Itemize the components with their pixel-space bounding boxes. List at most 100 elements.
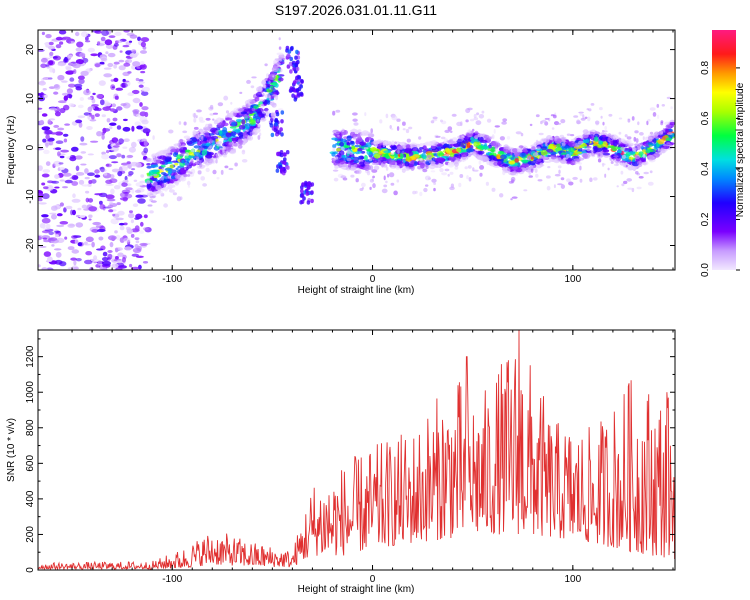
- heatmap-noise-cell: [128, 171, 134, 176]
- heatmap-halo-cell: [473, 113, 477, 119]
- heatmap-halo-cell: [546, 175, 551, 179]
- heatmap-noise-cell: [92, 92, 96, 96]
- heatmap-ridge-cell: [210, 135, 219, 140]
- heatmap-noise-cell: [135, 240, 140, 244]
- heatmap-ridge-cell: [422, 145, 427, 151]
- heatmap-ridge-cell: [336, 148, 341, 152]
- heatmap-noise-cell: [75, 258, 82, 262]
- heatmap-halo-cell: [363, 147, 369, 150]
- heatmap-noise-cell: [63, 58, 69, 63]
- heatmap-ridge-cell: [582, 153, 588, 159]
- heatmap-ridge-cell: [460, 151, 468, 158]
- heatmap-noise-cell: [58, 30, 67, 35]
- heatmap-halo-cell: [425, 164, 429, 170]
- heatmap-halo-cell: [332, 147, 336, 152]
- heatmap-ridge-cell: [489, 154, 496, 161]
- heatmap-streak-cell: [280, 132, 284, 137]
- heatmap-noise-cell: [126, 154, 134, 158]
- heatmap-streak-cell: [300, 188, 304, 194]
- heatmap-halo-cell: [186, 138, 192, 141]
- heatmap-halo-cell: [179, 153, 185, 157]
- heatmap-halo-cell: [271, 115, 276, 119]
- heatmap-ridge-cell: [240, 111, 247, 115]
- heatmap-ridge-cell: [665, 137, 672, 142]
- heatmap-halo-cell: [225, 110, 230, 114]
- heatmap-ridge-cell: [370, 147, 377, 152]
- heatmap-halo-cell: [566, 178, 571, 183]
- heatmap-halo-cell: [195, 161, 200, 165]
- heatmap-noise-cell: [112, 145, 120, 148]
- heatmap-halo-cell: [178, 121, 182, 125]
- heatmap-halo-cell: [272, 75, 275, 78]
- heatmap-halo-cell: [472, 167, 475, 172]
- heatmap-ridge-cell: [331, 137, 338, 141]
- heatmap-noise-cell: [139, 64, 146, 68]
- heatmap-halo-cell: [396, 179, 400, 183]
- heatmap-noise-cell: [117, 171, 123, 177]
- heatmap-halo-cell: [649, 107, 656, 111]
- heatmap-ridge-cell: [179, 175, 186, 182]
- heatmap-noise-cell: [139, 102, 143, 107]
- heatmap-halo-cell: [511, 179, 515, 184]
- heatmap-noise-cell: [81, 31, 88, 38]
- heatmap-halo-cell: [574, 137, 577, 141]
- heatmap-streak-cell: [289, 69, 293, 74]
- heatmap-noise-cell: [43, 251, 52, 257]
- heatmap-noise-cell: [49, 51, 54, 57]
- heatmap-ridge-cell: [375, 140, 383, 144]
- heatmap-noise-cell: [75, 165, 80, 172]
- heatmap-noise-cell: [115, 87, 124, 91]
- heatmap-noise-cell: [79, 215, 86, 218]
- heatmap-noise-cell: [62, 133, 69, 137]
- heatmap-halo-cell: [591, 148, 594, 154]
- heatmap-halo-cell: [493, 129, 496, 134]
- heatmap-halo-cell: [599, 107, 603, 111]
- heatmap-noise-cell: [130, 233, 135, 238]
- heatmap-halo-cell: [557, 183, 563, 186]
- heatmap-noise-cell: [55, 147, 62, 151]
- heatmap-halo-cell: [385, 113, 389, 119]
- heatmap-halo-cell: [385, 180, 388, 184]
- heatmap-halo-cell: [561, 136, 567, 142]
- heatmap-ridge-cell: [516, 162, 521, 168]
- heatmap-noise-cell: [87, 97, 93, 100]
- heatmap-ridge-cell: [249, 99, 256, 105]
- heatmap-ridge-cell: [159, 151, 163, 155]
- heatmap-halo-cell: [560, 119, 566, 124]
- heatmap-halo-cell: [264, 93, 271, 99]
- heatmap-halo-cell: [486, 118, 492, 123]
- heatmap-noise-cell: [42, 237, 48, 240]
- heatmap-noise-cell: [88, 214, 93, 218]
- heatmap-halo-cell: [608, 113, 613, 117]
- heatmap-streak-cell: [288, 61, 293, 67]
- heatmap-halo-cell: [430, 170, 436, 173]
- heatmap-halo-cell: [356, 169, 362, 175]
- heatmap-noise-cell: [111, 103, 117, 108]
- heatmap-ridge-cell: [648, 136, 653, 142]
- heatmap-halo-cell: [332, 130, 337, 134]
- heatmap-halo-cell: [373, 165, 380, 171]
- heatmap-halo-cell: [579, 112, 583, 116]
- heatmap-halo-cell: [239, 91, 243, 94]
- heatmap-noise-cell: [140, 50, 147, 54]
- heatmap-noise-cell: [68, 103, 75, 108]
- snr-x-tick-label: 100: [564, 574, 581, 585]
- heatmap-noise-cell: [115, 267, 123, 270]
- heatmap-noise-cell: [116, 202, 121, 206]
- heatmap-noise-cell: [39, 223, 46, 229]
- heatmap-ridge-cell: [594, 136, 599, 142]
- heatmap-ridge-cell: [162, 150, 167, 154]
- heatmap-halo-cell: [610, 161, 614, 164]
- heatmap-halo-cell: [394, 141, 397, 144]
- heatmap-noise-cell: [129, 263, 133, 268]
- heatmap-halo-cell: [245, 103, 249, 108]
- heatmap-ridge-cell: [267, 99, 271, 105]
- heatmap-noise-cell: [134, 237, 140, 241]
- spectrogram-frame: [37, 29, 676, 271]
- heatmap-halo-cell: [205, 117, 211, 121]
- heatmap-halo-cell: [186, 174, 191, 177]
- heatmap-noise-cell: [131, 125, 135, 132]
- heatmap-streak-cell: [300, 193, 305, 198]
- heatmap-noise-cell: [68, 62, 74, 66]
